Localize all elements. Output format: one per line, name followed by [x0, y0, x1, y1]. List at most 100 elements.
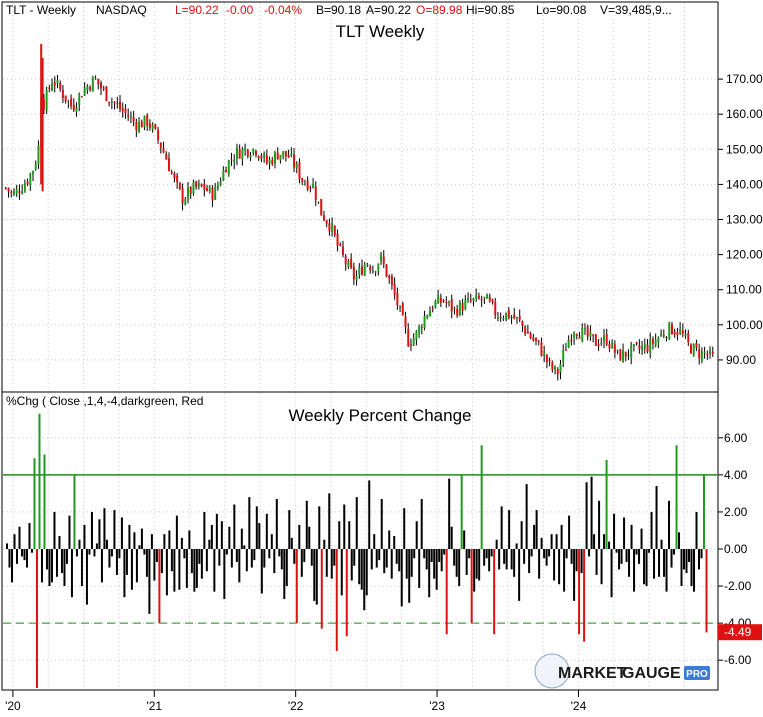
- x-tick-label: '22: [288, 699, 304, 713]
- percent-bar: [615, 549, 618, 553]
- candle-body: [279, 154, 282, 161]
- candle-body: [341, 246, 344, 255]
- percent-bar: [163, 534, 166, 549]
- percent-axis: 6.004.002.000.00-2.00-4.00-6.00: [718, 431, 752, 667]
- candle-body: [445, 301, 448, 303]
- candle-body: [32, 171, 35, 175]
- candle-body: [651, 338, 654, 344]
- percent-bar: [170, 549, 173, 572]
- candle-body: [48, 87, 51, 90]
- candle-body: [129, 116, 132, 118]
- candle-body: [515, 317, 518, 319]
- percent-bar: [365, 549, 368, 596]
- percent-bar: [68, 515, 71, 549]
- candle-body: [592, 334, 595, 336]
- candle-body: [575, 334, 578, 336]
- percent-bar: [660, 539, 663, 549]
- percent-bar: [658, 549, 661, 577]
- header-high: Hi=90.85: [466, 3, 515, 17]
- percent-bar: [368, 480, 371, 549]
- percent-bar: [295, 549, 298, 624]
- candle-body: [366, 264, 369, 266]
- percent-bar: [400, 549, 403, 607]
- candle-body: [271, 159, 274, 165]
- percent-bar: [403, 508, 406, 549]
- candle-body: [545, 354, 548, 362]
- percent-bar: [85, 549, 88, 605]
- percent-bar: [123, 549, 126, 598]
- percent-bar: [193, 549, 196, 592]
- candle-body: [97, 78, 100, 85]
- header-low: Lo=90.08: [536, 3, 587, 17]
- candle-body: [437, 295, 440, 304]
- percent-bar: [360, 549, 363, 590]
- percent-bar: [340, 549, 343, 596]
- candle-body: [254, 150, 257, 156]
- percent-bar: [250, 549, 253, 568]
- candle-body: [306, 180, 309, 190]
- percent-bar: [270, 534, 273, 549]
- percent-bar: [90, 511, 93, 549]
- candle-body: [167, 158, 170, 172]
- candle-body: [235, 147, 238, 159]
- candle-body: [401, 303, 404, 316]
- candle-body: [385, 264, 388, 277]
- candle-body: [170, 172, 173, 174]
- candle-body: [238, 148, 241, 159]
- candle-body: [371, 270, 374, 273]
- candle-body: [660, 333, 663, 337]
- percent-bar: [370, 549, 373, 570]
- candle-body: [415, 330, 418, 340]
- candle-body: [589, 331, 592, 337]
- candle-body: [361, 266, 364, 275]
- percent-bar: [548, 549, 551, 557]
- percent-bar: [598, 500, 601, 549]
- percent-bar: [565, 549, 568, 559]
- percent-bar: [590, 476, 593, 549]
- percent-bar: [278, 549, 281, 557]
- candle-body: [556, 368, 559, 375]
- percent-bar: [175, 515, 178, 549]
- candle-body: [597, 344, 600, 347]
- percent-bar: [150, 534, 153, 549]
- percent-bar: [553, 549, 556, 581]
- candle-body: [393, 283, 396, 295]
- candle-body: [426, 315, 429, 319]
- percent-bar: [200, 549, 203, 579]
- candle-body: [75, 107, 78, 112]
- percent-bar: [483, 549, 486, 566]
- percent-bar: [8, 549, 11, 568]
- percent-bar: [550, 534, 553, 549]
- percent-title: Weekly Percent Change: [288, 406, 471, 425]
- percent-bar: [180, 537, 183, 549]
- percent-bar: [413, 549, 416, 559]
- candle-body: [608, 344, 611, 349]
- candle-body: [524, 326, 527, 334]
- percent-bar: [40, 549, 43, 583]
- candle-body: [206, 188, 209, 191]
- percent-bar: [575, 549, 578, 572]
- candle-body: [110, 101, 113, 103]
- percent-bar: [538, 549, 541, 579]
- candle-body: [328, 223, 331, 231]
- percent-bar: [593, 534, 596, 549]
- header-change-pct: -0.04%: [264, 3, 302, 17]
- candle-body: [559, 363, 562, 373]
- candle-body: [339, 243, 342, 246]
- percent-bar: [290, 537, 293, 549]
- percent-bar: [218, 549, 221, 566]
- candle-body: [89, 86, 92, 90]
- candle-body: [282, 151, 285, 156]
- percent-bar: [33, 458, 36, 549]
- price-y-tick-label: 170.00: [726, 72, 763, 86]
- percent-bar: [50, 549, 53, 583]
- percent-bar: [438, 549, 441, 562]
- price-y-tick-label: 100.00: [726, 318, 763, 332]
- percent-bar: [220, 521, 223, 549]
- candle-body: [241, 148, 244, 160]
- candle-body: [518, 315, 521, 320]
- candle-body: [260, 156, 263, 159]
- candle-body: [380, 254, 383, 262]
- header-volume: V=39,485,9...: [600, 3, 672, 17]
- percent-bar: [378, 549, 381, 561]
